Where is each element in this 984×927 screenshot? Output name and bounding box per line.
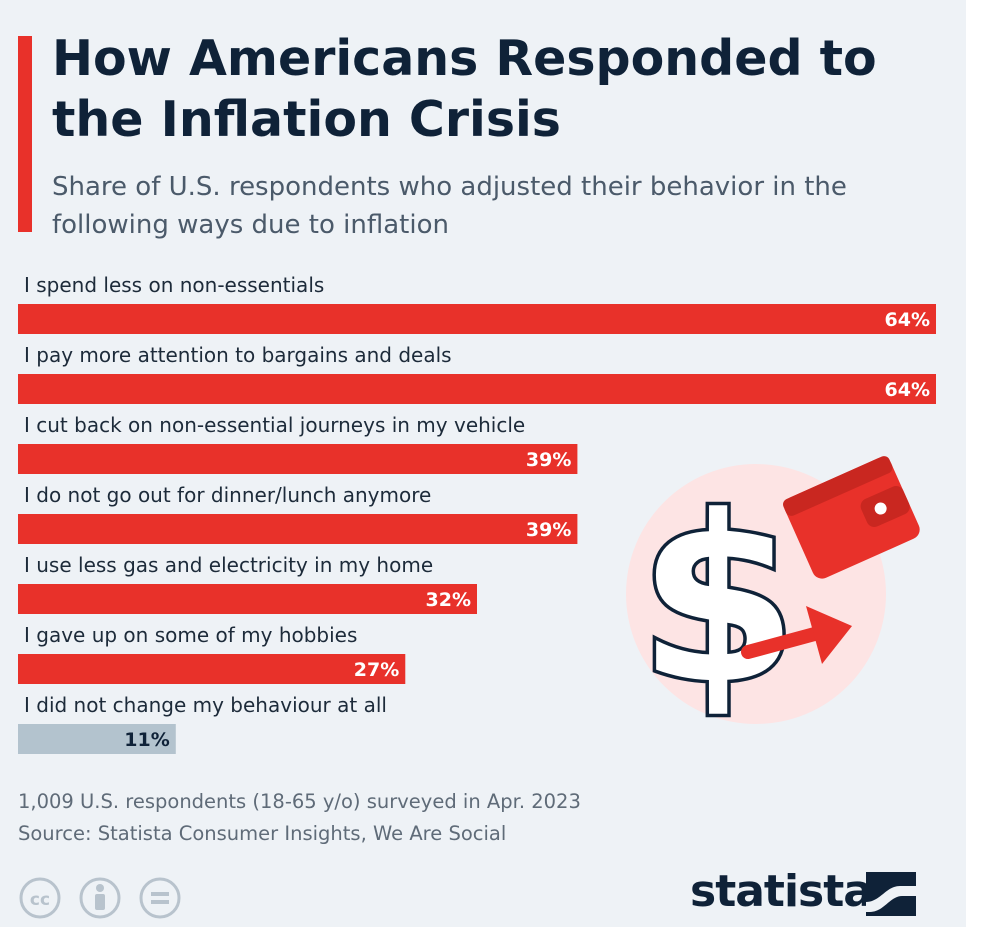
bar xyxy=(18,584,477,614)
category-label: I use less gas and electricity in my hom… xyxy=(24,553,433,577)
category-label: I spend less on non-essentials xyxy=(24,273,324,297)
bar xyxy=(18,374,936,404)
bar xyxy=(18,654,406,684)
value-label: 27% xyxy=(354,659,399,681)
category-label: I gave up on some of my hobbies xyxy=(24,623,357,647)
dollar-sign-icon: $ xyxy=(634,465,801,739)
title-accent-bar xyxy=(18,36,32,232)
bar xyxy=(18,724,176,754)
chart-subtitle: Share of U.S. respondents who adjusted t… xyxy=(52,172,847,240)
inflation-illustration: $ xyxy=(626,456,920,739)
statista-logo-icon xyxy=(866,872,916,916)
cc-icon: cc xyxy=(19,877,61,919)
arrow-right-icon xyxy=(741,606,852,664)
value-label: 32% xyxy=(426,589,471,611)
wallet-icon xyxy=(783,456,920,579)
value-label: 64% xyxy=(885,309,930,331)
bar xyxy=(18,514,578,544)
license-icons: cc xyxy=(19,877,181,919)
survey-note: 1,009 U.S. respondents (18-65 y/o) surve… xyxy=(18,790,581,813)
attribution-icon xyxy=(79,877,121,919)
brand-wordmark: statista xyxy=(690,866,873,917)
category-label: I do not go out for dinner/lunch anymore xyxy=(24,483,431,507)
category-label: I cut back on non-essential journeys in … xyxy=(24,413,525,437)
bars-group: I spend less on non-essentials 64% I pay m… xyxy=(18,273,936,754)
chart-footer: 1,009 U.S. respondents (18-65 y/o) surve… xyxy=(18,786,581,850)
bar xyxy=(18,304,936,334)
bar-chart: $ I spend less on non-essentials 64% I pay… xyxy=(18,273,936,754)
value-label: 39% xyxy=(526,519,571,541)
category-label: I pay more attention to bargains and dea… xyxy=(24,343,452,367)
svg-text:cc: cc xyxy=(30,890,50,910)
bar xyxy=(18,444,578,474)
value-label: 11% xyxy=(124,729,169,751)
source-note: Source: Statista Consumer Insights, We A… xyxy=(18,822,507,845)
no-derivatives-icon xyxy=(139,877,181,919)
value-label: 39% xyxy=(526,449,571,471)
value-label: 64% xyxy=(885,379,930,401)
statista-brand: statista xyxy=(690,866,950,922)
category-label: I did not change my behaviour at all xyxy=(24,693,387,717)
chart-title: How Americans Responded to the Inflation… xyxy=(52,30,877,148)
svg-text:$: $ xyxy=(638,468,798,735)
